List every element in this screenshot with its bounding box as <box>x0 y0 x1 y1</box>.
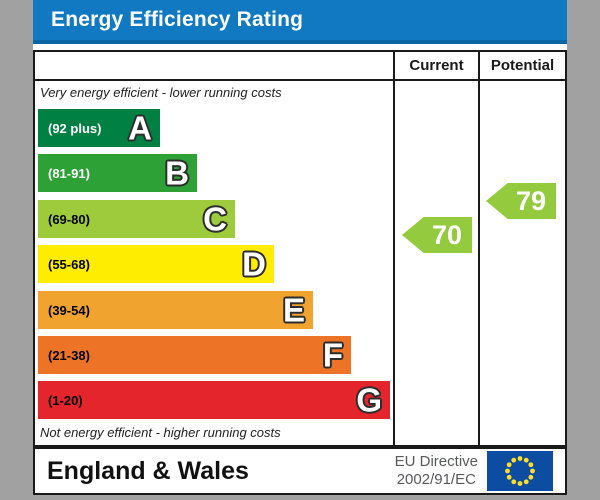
table-header-blank-cell <box>35 52 393 79</box>
eu-flag-star <box>517 456 523 461</box>
page-title: Energy Efficiency Rating <box>51 8 304 31</box>
band-range-label: (1-20) <box>48 392 83 408</box>
eu-flag-star <box>517 481 523 486</box>
band-chart: Very energy efficient - lower running co… <box>35 81 565 445</box>
eu-flag-star <box>511 479 517 485</box>
eu-directive-line2: 2002/91/EC <box>396 471 476 488</box>
eu-flag-star <box>530 468 535 474</box>
eu-flag-star <box>523 479 529 485</box>
band-range-label: (39-54) <box>48 302 90 318</box>
potential-column-divider <box>478 81 480 445</box>
band-f: (21-38) F <box>38 336 351 374</box>
eu-flag-star <box>528 474 534 480</box>
band-b: (81-91) B <box>38 154 197 192</box>
band-letter: A <box>128 109 152 147</box>
current-column-header: Current <box>393 52 478 79</box>
band-letter: G <box>356 381 382 419</box>
eu-directive-line1: EU Directive <box>394 453 478 470</box>
band-g: (1-20) G <box>38 381 390 419</box>
epc-panel: Energy Efficiency Rating Current Potenti… <box>33 0 567 495</box>
potential-column-header: Potential <box>478 52 565 79</box>
band-d: (55-68) D <box>38 245 274 283</box>
band-range-label: (55-68) <box>48 256 90 272</box>
region-label: England & Wales <box>47 456 249 485</box>
current-column-divider <box>393 81 395 445</box>
eu-flag-star <box>505 468 510 474</box>
eu-flag-star <box>523 457 529 463</box>
band-range-label: (69-80) <box>48 211 90 227</box>
table-header-row: Current Potential <box>35 52 565 81</box>
eu-directive-label: EU Directive 2002/91/EC <box>395 453 487 489</box>
eu-flag-star <box>506 462 512 468</box>
eu-flag-icon <box>487 451 553 491</box>
epc-footer: England & Wales EU Directive 2002/91/EC <box>33 447 567 495</box>
eu-flag-star <box>528 462 534 468</box>
epc-header: Energy Efficiency Rating <box>33 0 567 44</box>
band-range-label: (21-38) <box>48 347 90 363</box>
band-a: (92 plus) A <box>38 109 160 147</box>
rating-table: Current Potential Very energy efficient … <box>33 50 567 447</box>
band-range-label: (92 plus) <box>48 120 102 136</box>
band-c: (69-80) C <box>38 200 235 238</box>
band-letter: D <box>242 245 266 283</box>
current-rating-arrow: 70 <box>402 217 472 253</box>
eu-flag-star <box>511 457 517 463</box>
band-letter: C <box>203 200 227 238</box>
band-letter: B <box>165 154 189 192</box>
band-letter: E <box>282 291 305 329</box>
eu-flag-star <box>506 474 512 480</box>
top-note: Very energy efficient - lower running co… <box>40 85 282 100</box>
band-letter: F <box>322 336 343 374</box>
bottom-note: Not energy efficient - higher running co… <box>40 425 281 440</box>
potential-rating-arrow: 79 <box>486 183 556 219</box>
band-e: (39-54) E <box>38 291 313 329</box>
band-range-label: (81-91) <box>48 165 90 181</box>
